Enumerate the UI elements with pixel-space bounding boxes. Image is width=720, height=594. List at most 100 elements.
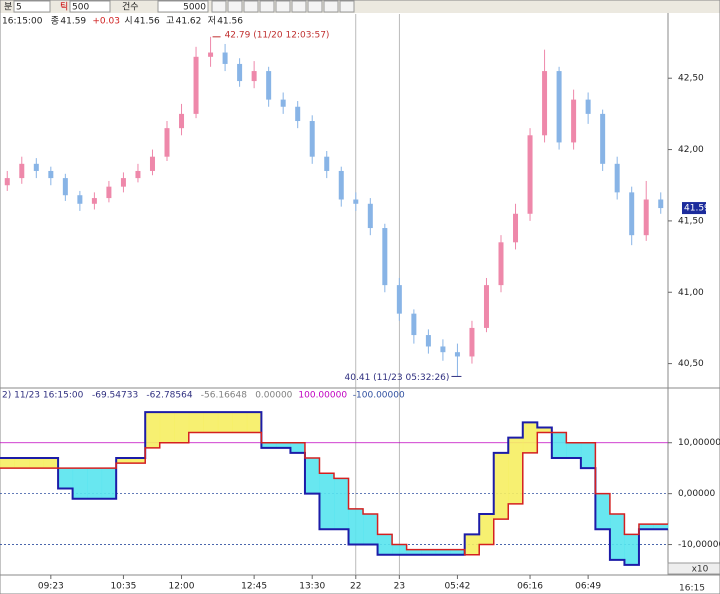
cloud-fill xyxy=(653,524,669,530)
toolbar-button[interactable] xyxy=(259,0,275,13)
cloud-fill xyxy=(363,514,379,545)
cloud-fill xyxy=(101,468,117,499)
cloud-fill xyxy=(188,412,204,433)
last-price-label: 41.59 xyxy=(684,204,710,214)
cloud-fill xyxy=(261,442,277,448)
toolbar-field[interactable] xyxy=(69,0,111,13)
candle-body xyxy=(411,313,417,336)
candle-body xyxy=(556,71,562,143)
candle-body xyxy=(237,63,243,82)
x-tick-label: 06:49 xyxy=(575,582,601,592)
x-tick-label: 10:35 xyxy=(110,582,136,592)
info-text: 41.56 xyxy=(217,17,243,27)
toolbar-button[interactable] xyxy=(339,0,355,13)
indicator-value: -62.78564 xyxy=(146,391,192,401)
cloud-fill xyxy=(551,432,567,458)
candle-body xyxy=(658,199,664,209)
cloud-fill xyxy=(522,422,538,453)
cloud-fill xyxy=(479,514,495,545)
scale-box[interactable] xyxy=(667,562,720,575)
candle-body xyxy=(483,285,489,328)
toolbar-field[interactable] xyxy=(58,1,68,12)
candle-body xyxy=(77,195,83,204)
candle-body xyxy=(440,346,446,353)
candle-body xyxy=(193,56,199,114)
candle-body xyxy=(33,163,39,171)
y-tick-label: 0,00000 xyxy=(678,489,715,499)
toolbar-button[interactable] xyxy=(291,0,307,13)
cloud-fill xyxy=(116,458,132,464)
cloud-fill xyxy=(406,549,422,555)
candle-body xyxy=(498,242,504,286)
cloud-fill xyxy=(580,442,596,469)
toolbar-field[interactable] xyxy=(120,1,150,12)
toolbar-text[interactable]: 5000 xyxy=(183,3,206,13)
y-tick-label: 41,00 xyxy=(678,288,704,298)
toolbar-field[interactable] xyxy=(13,0,51,13)
last-price-box xyxy=(682,202,706,215)
candle-body xyxy=(629,192,635,236)
toolbar-field[interactable] xyxy=(2,1,12,12)
cloud-fill xyxy=(624,534,640,565)
candle-body xyxy=(266,71,272,100)
cloud-fill xyxy=(537,427,553,433)
x-tick-label: 22 xyxy=(350,582,361,592)
toolbar-text[interactable]: 분 xyxy=(4,2,12,13)
candle-body xyxy=(600,113,606,164)
cloud-line xyxy=(0,431,668,556)
cloud-fill xyxy=(450,549,466,555)
toolbar-button[interactable] xyxy=(227,0,243,13)
cloud-fill xyxy=(14,458,30,469)
indicator-value: 0.00000 xyxy=(255,391,292,401)
candle-body xyxy=(585,99,591,114)
candle-body xyxy=(164,128,170,157)
candle-body xyxy=(280,99,286,107)
toolbar-field[interactable] xyxy=(157,0,209,13)
toolbar-text[interactable]: 건수 xyxy=(122,2,139,13)
cloud-fill xyxy=(334,478,350,530)
toolbar-button[interactable] xyxy=(211,0,227,13)
y-tick-label: 40,50 xyxy=(678,359,704,369)
extreme-label: 42.79 (11/20 12:03:57) xyxy=(225,30,330,40)
toolbar-button[interactable] xyxy=(275,0,291,13)
candle-body xyxy=(4,178,10,186)
x-tick-label: 13:30 xyxy=(299,582,325,592)
cloud-fill xyxy=(595,493,611,530)
candle-body xyxy=(135,170,141,179)
candle-body xyxy=(527,135,533,214)
cloud-fill xyxy=(72,468,88,499)
candle-body xyxy=(396,285,402,314)
cloud-fill xyxy=(159,412,175,443)
info-text: 저 xyxy=(208,16,216,27)
toolbar-text[interactable]: 500 xyxy=(72,3,89,13)
cloud-fill xyxy=(508,437,524,504)
toolbar-button[interactable] xyxy=(307,0,323,13)
cloud-fill xyxy=(348,508,364,545)
toolbar-button[interactable] xyxy=(243,0,259,13)
extreme-label: 40.41 (11/23 05:32:26) xyxy=(345,373,450,383)
cloud-fill xyxy=(493,452,509,520)
info-text: 시 xyxy=(124,16,132,27)
x-tick-label: 12:45 xyxy=(241,582,267,592)
candle-body xyxy=(91,198,97,204)
x-tick-label: 06:16 xyxy=(517,582,543,592)
candle-body xyxy=(295,106,301,122)
candle-body xyxy=(425,335,431,347)
cloud-fill xyxy=(217,412,233,433)
indicator-value: -100.00000 xyxy=(353,391,405,401)
info-text: +0.03 xyxy=(92,17,120,27)
cloud-fill xyxy=(464,534,480,555)
toolbar-button[interactable] xyxy=(323,0,339,13)
candle-body xyxy=(382,228,388,286)
y-tick-label: -10,00000 xyxy=(678,540,720,550)
candle-body xyxy=(62,178,68,196)
indicator-value: -69.54733 xyxy=(92,391,138,401)
toolbar-text[interactable]: 틱 xyxy=(60,1,68,13)
toolbar-text[interactable]: 5 xyxy=(16,3,22,13)
scale-label[interactable]: x10 xyxy=(692,565,709,575)
cloud-fill xyxy=(638,524,654,530)
cloud-fill xyxy=(246,412,262,433)
candle-body xyxy=(251,71,257,82)
